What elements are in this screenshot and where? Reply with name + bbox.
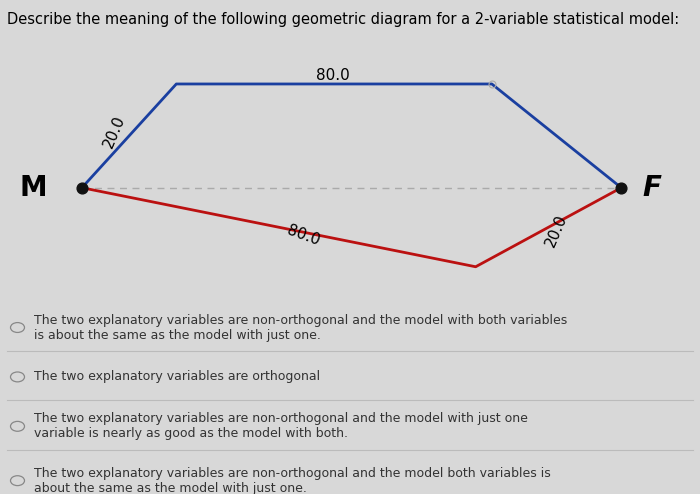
Text: 80.0: 80.0 [316,68,349,83]
Text: 20.0: 20.0 [543,212,570,249]
Text: The two explanatory variables are orthogonal: The two explanatory variables are orthog… [34,370,320,383]
Point [616,184,627,192]
Text: 20.0: 20.0 [101,114,128,151]
Text: 80.0: 80.0 [285,223,321,248]
Text: The two explanatory variables are non-orthogonal and the model both variables is: The two explanatory variables are non-or… [34,467,550,494]
Point [76,184,88,192]
Text: The two explanatory variables are non-orthogonal and the model with just one
var: The two explanatory variables are non-or… [34,412,528,440]
Text: The two explanatory variables are non-orthogonal and the model with both variabl: The two explanatory variables are non-or… [34,314,567,341]
Text: M: M [20,174,47,202]
Text: F: F [643,174,662,202]
Text: Describe the meaning of the following geometric diagram for a 2-variable statist: Describe the meaning of the following ge… [7,12,679,27]
